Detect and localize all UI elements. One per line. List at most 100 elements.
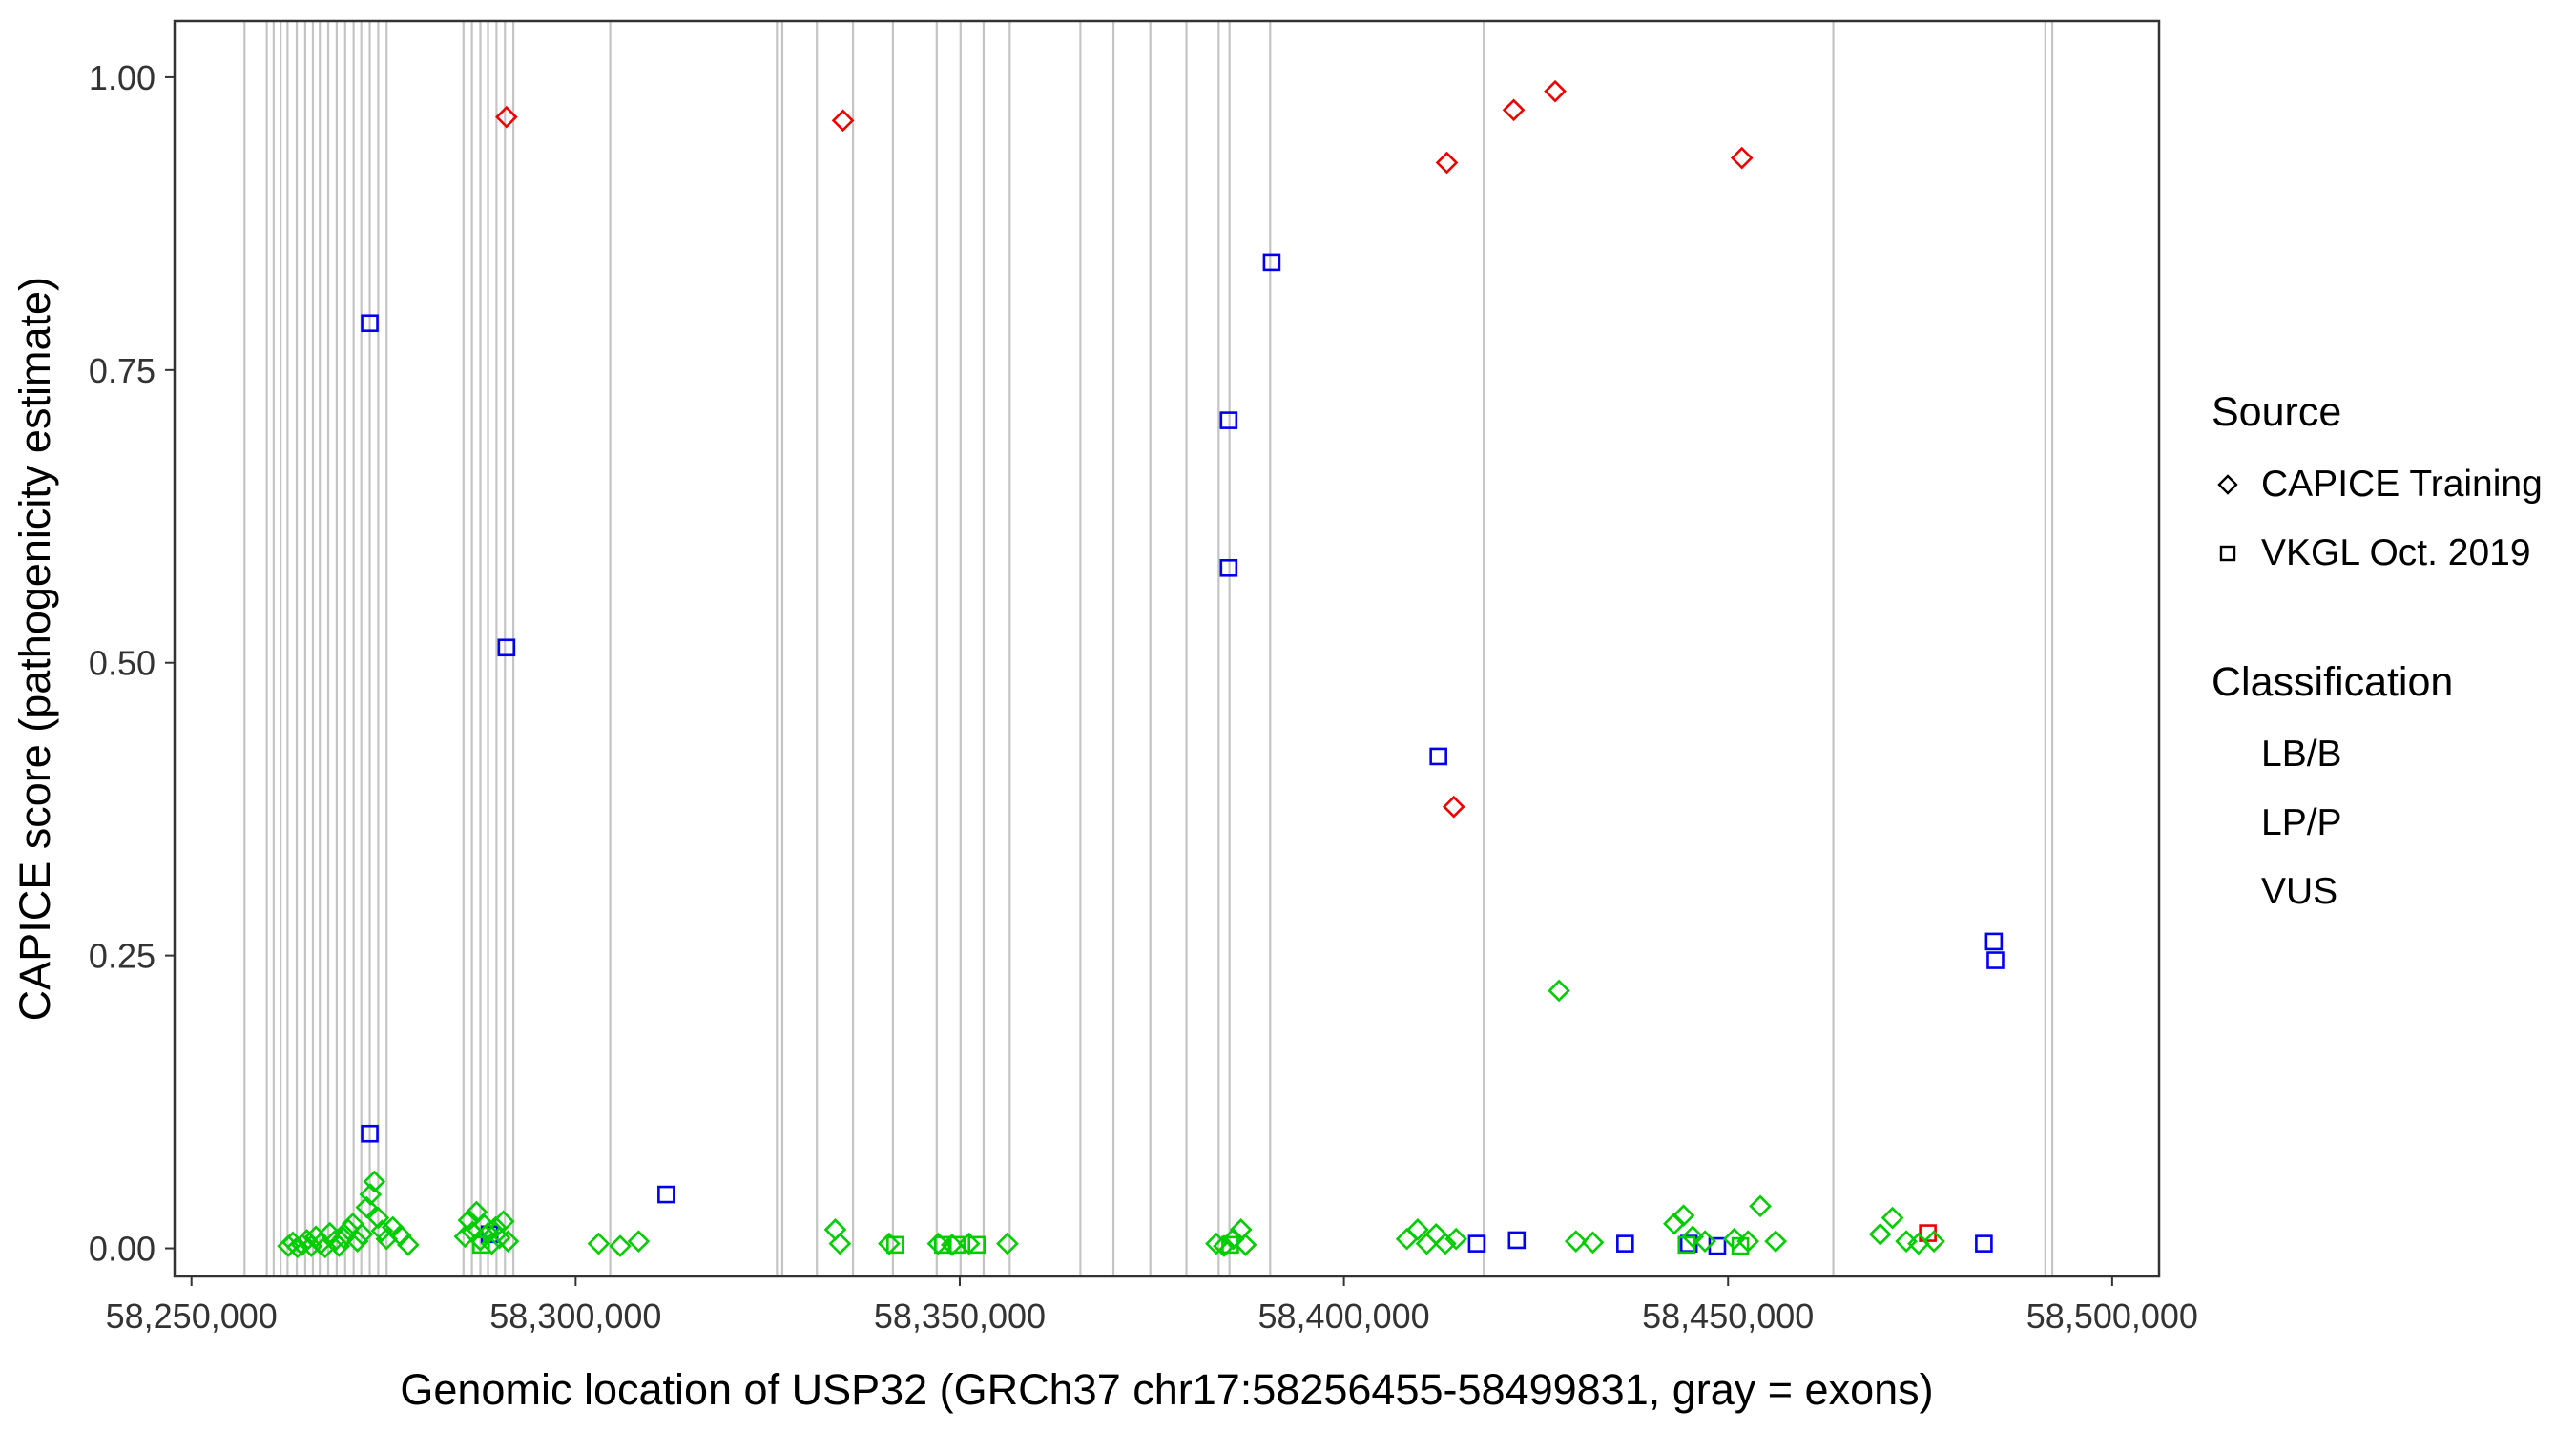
data-point-diamond: [1234, 1234, 1257, 1256]
data-point-diamond: [327, 1234, 351, 1257]
y-tick-label: 0.00: [89, 1230, 156, 1269]
legend-item-label: VKGL Oct. 2019: [2261, 532, 2531, 573]
data-point-diamond: [1395, 1227, 1419, 1251]
data-point-diamond: [350, 1222, 374, 1246]
data-point-square: [1984, 932, 2004, 951]
data-point-square: [933, 1235, 952, 1255]
data-point-square: [361, 1124, 379, 1143]
data-point-diamond: [318, 1221, 342, 1245]
data-point-diamond: [290, 1234, 314, 1256]
data-point-diamond: [1221, 1227, 1245, 1251]
data-point-diamond: [370, 1219, 394, 1242]
x-tick-label: 58,400,000: [1258, 1296, 1430, 1336]
y-axis-title-text: CAPICE score (pathogenicity estimate): [10, 276, 59, 1022]
legend-item-label: VUS: [2261, 871, 2338, 912]
data-point-diamond: [484, 1215, 508, 1239]
data-point-diamond: [363, 1170, 386, 1193]
legend-item-lbb: LB/B: [2212, 731, 2543, 778]
data-point-diamond: [828, 1232, 852, 1255]
data-point-square: [1507, 1231, 1527, 1250]
legend-item-vkgl: VKGL Oct. 2019: [2212, 529, 2543, 577]
data-point-diamond: [831, 109, 855, 133]
data-point-diamond: [1764, 1230, 1788, 1254]
data-point-diamond: [941, 1234, 964, 1256]
diamond-icon: [2217, 474, 2238, 495]
data-point-diamond: [1730, 146, 1754, 170]
data-point-square: [967, 1235, 986, 1255]
data-point-diamond: [1672, 1204, 1695, 1227]
data-point-diamond: [1922, 1230, 1945, 1254]
legend-item-vus: VUS: [2212, 868, 2543, 916]
data-point-diamond: [1681, 1225, 1705, 1249]
data-point-diamond: [1564, 1230, 1588, 1254]
data-point-diamond: [366, 1206, 390, 1230]
data-point-square: [1731, 1236, 1750, 1255]
data-point-diamond: [496, 1230, 520, 1254]
y-tick-label: 0.50: [89, 644, 156, 683]
data-point-diamond: [1880, 1206, 1904, 1230]
data-point-diamond: [1424, 1222, 1448, 1246]
legend-item-label: LP/P: [2261, 802, 2342, 843]
data-point-square: [657, 1185, 675, 1204]
data-point-square: [361, 314, 379, 333]
data-point-diamond: [1693, 1230, 1716, 1254]
data-point-square: [1708, 1236, 1727, 1255]
legend-group-classification: Classification LB/B LP/P VUS: [2212, 659, 2543, 916]
data-point-square: [1467, 1234, 1486, 1253]
legend-item-label: CAPICE Training: [2261, 464, 2543, 505]
y-tick-label: 0.25: [89, 937, 156, 976]
data-point-square: [1262, 253, 1281, 272]
data-point-diamond: [359, 1183, 383, 1206]
data-point-diamond: [491, 1210, 515, 1234]
x-tick-label: 58,350,000: [874, 1296, 1046, 1336]
data-point-square: [1616, 1234, 1634, 1253]
legend-item-lpp: LP/P: [2212, 799, 2543, 847]
data-point-diamond: [337, 1218, 360, 1241]
data-point-diamond: [1749, 1194, 1772, 1218]
data-point-diamond: [396, 1234, 420, 1256]
y-tick-label: 0.75: [89, 351, 156, 390]
data-point-diamond: [1444, 1227, 1468, 1251]
data-point-diamond: [457, 1209, 481, 1232]
plot-panel-border: [173, 19, 2161, 1278]
x-axis-title: Genomic location of USP32 (GRCh37 chr17:…: [400, 1365, 1934, 1414]
x-tick-label: 58,500,000: [2026, 1296, 2198, 1336]
data-point-diamond: [1895, 1230, 1918, 1254]
legend-classification-title: Classification: [2212, 659, 2454, 705]
data-point-diamond: [1868, 1222, 1892, 1246]
data-point-square: [1429, 747, 1447, 766]
data-point-square: [947, 1235, 966, 1255]
data-point-diamond: [1581, 1231, 1605, 1255]
x-tick-label: 58,300,000: [489, 1296, 661, 1336]
data-point-square: [886, 1235, 904, 1255]
data-point-diamond: [1502, 98, 1526, 122]
legend: Source CAPICE Training VKGL Oct. 2019 Cl…: [2212, 389, 2543, 937]
data-point-diamond: [1435, 151, 1459, 175]
square-icon: [2219, 545, 2236, 562]
data-point-diamond: [1213, 1234, 1236, 1257]
data-point-square: [1219, 558, 1238, 577]
legend-source-title: Source: [2212, 389, 2342, 435]
data-point-diamond: [1548, 979, 1570, 1003]
data-point-square: [1219, 411, 1238, 429]
y-axis-title: CAPICE score (pathogenicity estimate): [8, 21, 63, 1276]
data-point-diamond: [1406, 1218, 1429, 1241]
y-tick-label: 1.00: [89, 58, 156, 97]
data-point-square: [1986, 951, 2005, 969]
data-point-diamond: [495, 105, 518, 129]
legend-item-capice-training: CAPICE Training: [2212, 461, 2543, 508]
data-point-diamond: [996, 1232, 1019, 1255]
data-point-diamond: [1544, 79, 1567, 103]
data-point-diamond: [1722, 1227, 1746, 1251]
data-point-diamond: [1434, 1232, 1457, 1255]
data-point-diamond: [345, 1230, 369, 1254]
data-point-diamond: [609, 1234, 632, 1257]
legend-group-source: Source CAPICE Training VKGL Oct. 2019: [2212, 389, 2543, 577]
data-point-diamond: [587, 1232, 611, 1255]
data-point-diamond: [355, 1195, 379, 1219]
data-point-diamond: [332, 1226, 355, 1250]
data-point-diamond: [1442, 795, 1465, 819]
x-tick-label: 58,250,000: [106, 1296, 278, 1336]
